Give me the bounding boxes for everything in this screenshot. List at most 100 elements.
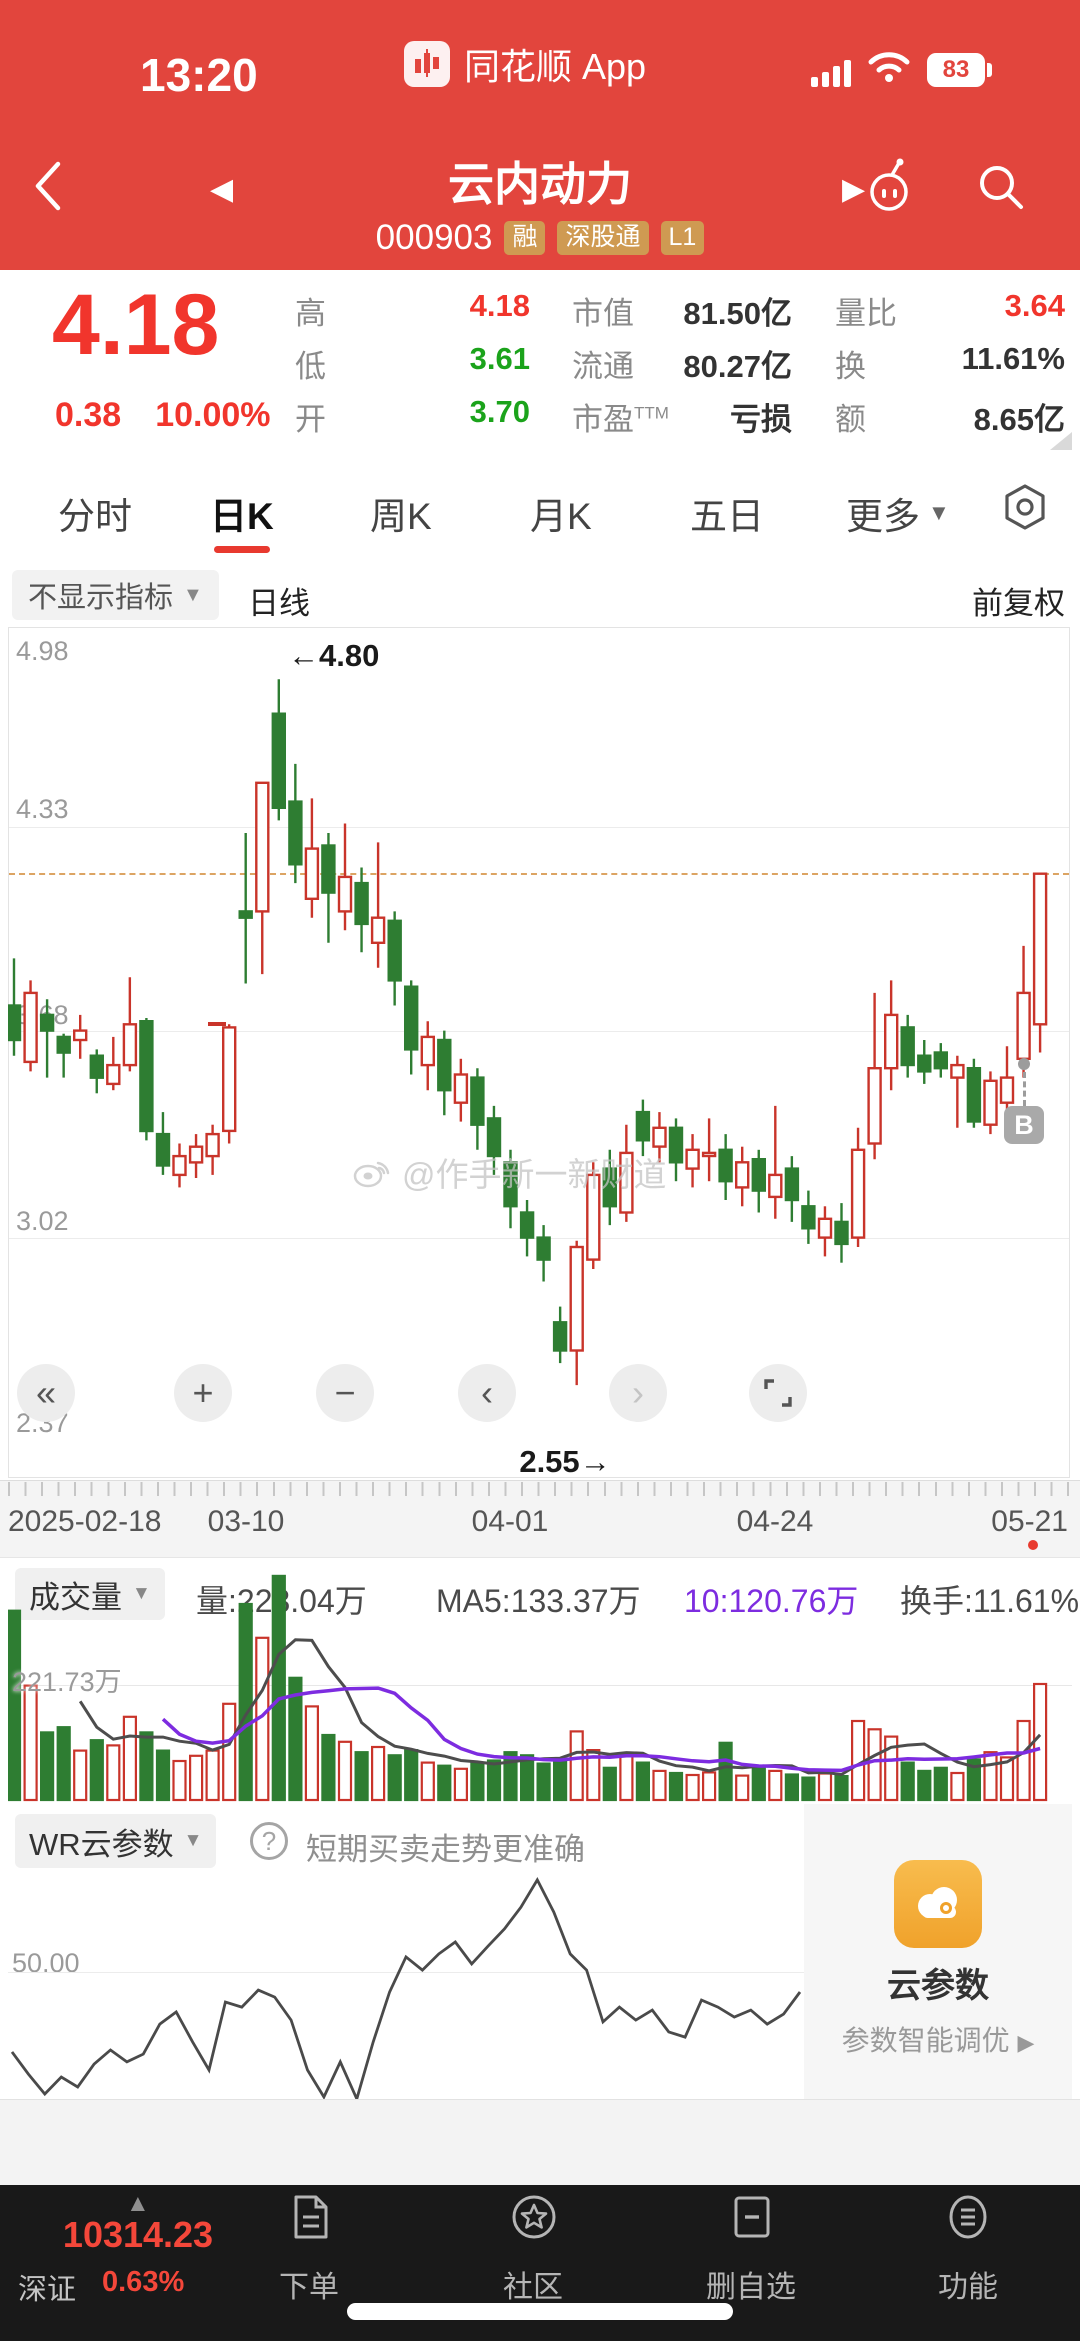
status-time: 13:20 xyxy=(140,49,258,101)
nav-item-community[interactable]: 社区 xyxy=(503,2271,563,2304)
fullscreen-button[interactable] xyxy=(749,1364,807,1422)
tab-five-day[interactable]: 五日 xyxy=(690,496,764,537)
nav-item-remove-watchlist[interactable]: 删自选 xyxy=(706,2271,796,2304)
date-label: 04-01 xyxy=(471,1505,549,1538)
pan-right-button[interactable]: › xyxy=(609,1364,667,1422)
index-up-icon: ▲ xyxy=(126,2190,150,2217)
cloud-parameter-panel[interactable]: 云参数 参数智能调优 ▶ xyxy=(804,1804,1072,2099)
stock-subtitle-row: 000903 融 深股通 L1 xyxy=(0,218,1080,258)
adjust-mode-label[interactable]: 前复权 xyxy=(972,586,1065,621)
ai-robot-icon[interactable] xyxy=(858,156,920,223)
zoom-in-button[interactable]: + xyxy=(174,1364,232,1422)
remove-watchlist-icon[interactable] xyxy=(728,2193,776,2246)
y-axis-tick: 3.02 xyxy=(16,1206,69,1236)
tab-daily-k[interactable]: 日K xyxy=(210,496,274,537)
high-value: 4.18 xyxy=(469,288,530,323)
prev-stock-button[interactable]: ◀ xyxy=(210,173,234,206)
stock-title: 云内动力 xyxy=(448,158,632,210)
high-label: 高 xyxy=(295,296,326,331)
functions-icon[interactable] xyxy=(944,2193,992,2246)
volume-turnover: 换手:11.61% xyxy=(900,1583,1080,1619)
amount-value: 8.65亿 xyxy=(973,402,1065,437)
tab-weekly-k[interactable]: 周K xyxy=(370,496,432,537)
badge-connect: 深股通 xyxy=(557,221,649,255)
volume-chart[interactable] xyxy=(8,1565,1072,1802)
weibo-icon xyxy=(353,1161,390,1188)
cellular-signal-icon xyxy=(811,57,851,87)
nav-item-functions[interactable]: 功能 xyxy=(938,2271,998,2304)
ex-rights-marker xyxy=(208,1022,226,1026)
date-label: 2025-02-18 xyxy=(8,1505,162,1538)
community-icon[interactable] xyxy=(510,2193,558,2246)
price-change-row: 0.38 10.00% xyxy=(55,396,271,435)
date-label: 04-24 xyxy=(736,1505,814,1538)
stock-code: 000903 xyxy=(375,218,493,257)
order-icon[interactable] xyxy=(286,2193,334,2246)
active-tab-underline xyxy=(214,546,270,553)
candlestick-chart[interactable] xyxy=(8,627,1070,1478)
jump-start-button[interactable]: « xyxy=(17,1364,75,1422)
tab-monthly-k[interactable]: 月K xyxy=(530,496,592,537)
help-icon[interactable]: ? xyxy=(250,1822,288,1860)
price-change: 0.38 xyxy=(55,396,122,434)
latest-date-dot xyxy=(1028,1540,1038,1550)
wifi-icon xyxy=(867,50,911,87)
chevron-down-icon: ▼ xyxy=(132,1583,151,1604)
price-change-pct: 10.00% xyxy=(155,396,271,434)
y-axis-tick: 4.33 xyxy=(16,794,69,824)
pan-left-button[interactable]: ‹ xyxy=(458,1364,516,1422)
date-axis-ticks xyxy=(8,1482,1072,1496)
indicator-selector-button[interactable]: 不显示指标 ▼ xyxy=(12,570,219,620)
index-change: 0.63% xyxy=(102,2266,185,2298)
period-label: 日线 xyxy=(248,586,310,621)
chart-settings-icon[interactable] xyxy=(1000,482,1050,537)
wr-description: 短期买卖走势更准确 xyxy=(306,1832,585,1867)
y-axis-tick: 4.98 xyxy=(16,636,69,666)
turnover-label: 换 xyxy=(835,349,866,384)
chevron-down-icon: ▼ xyxy=(183,1830,203,1851)
volume-axis-label: 221.73万 xyxy=(12,1667,122,1697)
app-banner[interactable]: 同花顺 App xyxy=(404,38,646,90)
badge-margin: 融 xyxy=(504,221,546,255)
low-value: 3.61 xyxy=(469,341,530,376)
app-logo-icon xyxy=(404,41,450,87)
turnover-value: 11.61% xyxy=(961,341,1065,376)
buy-signal-badge[interactable]: B xyxy=(1004,1106,1044,1144)
chevron-down-icon: ▼ xyxy=(928,500,950,525)
status-icons: 83 xyxy=(811,50,992,87)
app-banner-label: 同花顺 App xyxy=(464,46,647,87)
price-chart-area xyxy=(8,627,1070,1478)
expand-quote-icon[interactable] xyxy=(1050,432,1072,450)
wr-axis-label: 50.00 xyxy=(12,1948,80,1978)
volume-indicator-button[interactable]: 成交量 ▼ xyxy=(15,1568,165,1620)
search-icon[interactable] xyxy=(972,158,1030,221)
low-annotation: 2.55→ xyxy=(519,1444,611,1479)
next-stock-button[interactable]: ▶ xyxy=(842,173,866,206)
cloud-panel-subtitle[interactable]: 参数智能调优 ▶ xyxy=(841,2025,1035,2056)
index-value[interactable]: 10314.23 xyxy=(62,2214,214,2255)
pe-label: 市盈TTM xyxy=(572,402,669,437)
wr-line-chart[interactable] xyxy=(8,1870,804,2099)
nav-item-order[interactable]: 下单 xyxy=(279,2271,339,2304)
volume-ratio-label: 量比 xyxy=(835,296,897,331)
badge-level: L1 xyxy=(660,221,705,255)
back-button[interactable] xyxy=(26,156,70,221)
section-gap xyxy=(0,2099,1080,2185)
mcap-label: 市值 xyxy=(572,296,634,331)
mcap-value: 81.50亿 xyxy=(683,296,792,331)
low-label: 低 xyxy=(295,349,326,384)
tab-fenshi[interactable]: 分时 xyxy=(58,496,132,537)
buy-signal-connector xyxy=(1023,1072,1026,1106)
zoom-out-button[interactable]: − xyxy=(316,1364,374,1422)
fullscreen-icon xyxy=(764,1379,792,1407)
wr-indicator-button[interactable]: WR云参数 ▼ xyxy=(15,1814,217,1868)
tab-more[interactable]: 更多 ▼ xyxy=(846,496,950,537)
amount-label: 额 xyxy=(835,402,866,437)
chevron-down-icon: ▼ xyxy=(183,583,203,606)
current-price: 4.18 xyxy=(52,277,220,373)
home-indicator[interactable] xyxy=(347,2303,733,2320)
battery-icon: 83 xyxy=(927,53,992,87)
buy-signal-dot xyxy=(1018,1058,1030,1070)
volume-ma5: MA5:133.37万 xyxy=(436,1583,641,1619)
